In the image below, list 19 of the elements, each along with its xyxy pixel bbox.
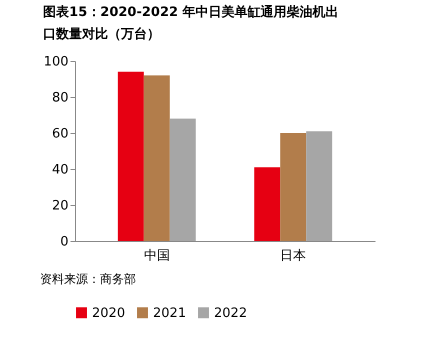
x-tick-label: 日本 [280,248,306,264]
y-tick-label: 0 [60,234,68,250]
legend-label: 2022 [214,306,248,321]
bar [144,75,170,241]
legend-label: 2021 [153,306,186,321]
text: 资料来源：商务部 [40,272,136,286]
bar [170,118,196,241]
x-tick-label: 中国 [144,248,170,264]
bar [306,131,332,241]
y-tick-label: 80 [52,90,68,106]
bar [254,167,280,241]
bar [118,72,144,241]
chart-title: 图表15：2020-2022 年中日美单缸通用柴油机出口数量对比（万台） [43,4,339,42]
y-tick-label: 20 [52,198,68,214]
bar [280,133,306,241]
y-tick-label: 60 [52,126,68,142]
legend-label: 2020 [92,306,126,321]
y-tick-label: 100 [44,54,68,70]
y-tick-label: 40 [52,162,68,178]
